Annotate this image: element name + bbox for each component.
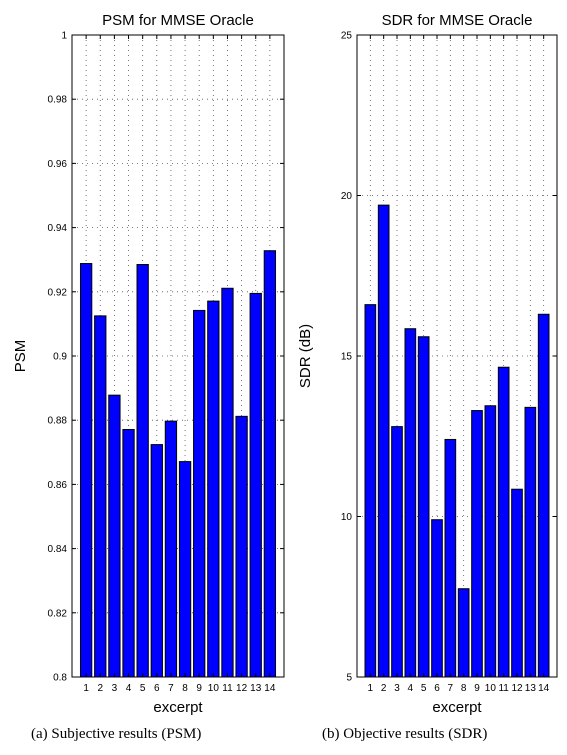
sdr-xtick-label: 11 <box>498 683 509 694</box>
psm-bar-9 <box>193 309 206 678</box>
sdr-bar-6 <box>431 519 443 678</box>
sdr-bar-11 <box>497 366 510 678</box>
psm-bar-7 <box>164 420 178 678</box>
sdr-ytick-label: 10 <box>341 512 353 523</box>
sdr-ytick-label: 15 <box>341 352 353 363</box>
sdr-xtick-label: 6 <box>434 683 440 694</box>
sdr-chart-title: SDR for MMSE Oracle <box>382 12 533 29</box>
psm-ytick-label: 0.98 <box>48 95 68 106</box>
psm-ytick-label: 0.86 <box>48 480 68 491</box>
psm-bar-2 <box>94 315 107 678</box>
psm-xtick-label: 5 <box>140 683 146 694</box>
psm-xtick-label: 13 <box>250 683 262 694</box>
sdr-y-axis-label: SDR (dB) <box>297 324 314 388</box>
sdr-bar-13 <box>524 406 537 678</box>
psm-ytick-label: 0.9 <box>53 352 67 363</box>
psm-bar-10 <box>207 300 220 678</box>
sdr-bar-8 <box>457 588 470 678</box>
sdr-bar-4 <box>404 328 417 678</box>
psm-xtick-label: 3 <box>112 683 118 694</box>
psm-bar-3 <box>108 394 121 678</box>
caption-psm: (a) Subjective results (PSM) <box>31 726 202 742</box>
sdr-bar-10 <box>484 405 497 678</box>
sdr-ytick-label: 25 <box>341 31 353 42</box>
psm-xtick-label: 8 <box>182 683 188 694</box>
psm-bar-11 <box>221 287 234 678</box>
sdr-xtick-label: 8 <box>461 683 467 694</box>
psm-chart: 0.80.820.840.860.880.90.920.940.960.9811… <box>12 12 285 716</box>
sdr-bar-1 <box>364 304 377 678</box>
sdr-x-axis-label: excerpt <box>432 699 482 716</box>
psm-ytick-label: 0.82 <box>48 608 68 619</box>
caption-sdr: (b) Objective results (SDR) <box>322 726 488 742</box>
psm-bar-1 <box>79 263 93 678</box>
sdr-xtick-label: 5 <box>421 683 427 694</box>
psm-xtick-label: 4 <box>126 683 132 694</box>
sdr-bar-14 <box>537 313 550 678</box>
sdr-xtick-label: 9 <box>474 683 480 694</box>
sdr-xtick-label: 1 <box>368 683 374 694</box>
psm-bar-14 <box>263 250 277 678</box>
psm-xtick-label: 12 <box>236 683 248 694</box>
psm-ytick-label: 0.88 <box>48 416 68 427</box>
psm-ytick-label: 0.92 <box>48 287 68 298</box>
sdr-bar-5 <box>417 336 430 678</box>
sdr-xtick-label: 4 <box>408 683 414 694</box>
psm-chart-title: PSM for MMSE Oracle <box>102 12 254 29</box>
psm-xtick-label: 9 <box>196 683 202 694</box>
psm-xtick-label: 7 <box>168 683 174 694</box>
sdr-xtick-label: 2 <box>381 683 387 694</box>
sdr-ytick-label: 20 <box>341 191 353 202</box>
sdr-xtick-label: 13 <box>525 683 537 694</box>
sdr-xtick-label: 14 <box>538 683 550 694</box>
psm-ytick-label: 0.84 <box>48 544 68 555</box>
sdr-bar-7 <box>444 438 457 678</box>
sdr-bar-2 <box>377 204 390 678</box>
psm-xtick-label: 6 <box>154 683 160 694</box>
psm-xtick-label: 14 <box>264 683 276 694</box>
psm-xtick-label: 1 <box>83 683 89 694</box>
psm-ytick-label: 1 <box>61 31 67 42</box>
sdr-bar-12 <box>511 488 523 678</box>
psm-bar-4 <box>122 429 135 678</box>
psm-bar-6 <box>150 444 163 678</box>
psm-bar-5 <box>136 264 149 678</box>
sdr-ytick-label: 5 <box>346 673 352 684</box>
sdr-bar-3 <box>391 426 403 678</box>
sdr-xtick-label: 7 <box>448 683 454 694</box>
psm-x-axis-label: excerpt <box>153 699 203 716</box>
sdr-xtick-label: 12 <box>511 683 523 694</box>
sdr-xtick-label: 3 <box>394 683 400 694</box>
psm-ytick-label: 0.94 <box>48 223 68 234</box>
psm-y-axis-label: PSM <box>12 340 29 373</box>
psm-xtick-label: 11 <box>222 683 233 694</box>
psm-bar-13 <box>249 292 262 678</box>
psm-xtick-label: 2 <box>97 683 103 694</box>
psm-ytick-label: 0.96 <box>48 159 68 170</box>
psm-ytick-label: 0.8 <box>53 673 67 684</box>
sdr-bar-9 <box>471 410 483 678</box>
psm-xtick-label: 10 <box>208 683 220 694</box>
sdr-xtick-label: 10 <box>485 683 497 694</box>
psm-bar-12 <box>235 415 248 678</box>
psm-bar-8 <box>178 461 192 678</box>
